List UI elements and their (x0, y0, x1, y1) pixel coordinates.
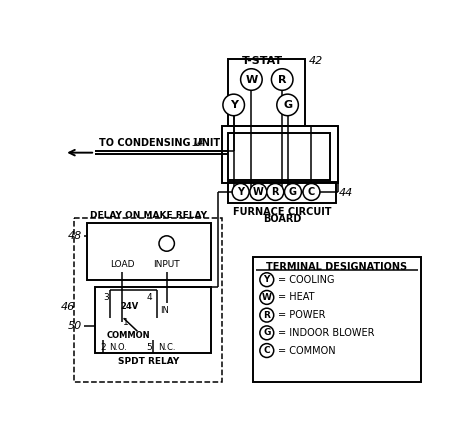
Text: 4: 4 (146, 293, 152, 302)
Text: TERMINAL DESIGNATIONS: TERMINAL DESIGNATIONS (266, 262, 408, 272)
Text: W: W (262, 293, 272, 302)
Text: FURNACE CIRCUIT: FURNACE CIRCUIT (233, 207, 331, 216)
Text: Y: Y (237, 187, 244, 197)
Text: 46: 46 (61, 302, 75, 312)
Text: R: R (272, 187, 279, 197)
Text: = COOLING: = COOLING (278, 275, 335, 285)
Circle shape (260, 344, 273, 357)
Text: INPUT: INPUT (154, 260, 180, 269)
Text: 3: 3 (104, 293, 109, 302)
Text: G: G (283, 100, 292, 110)
Bar (228, 59, 305, 126)
Circle shape (260, 308, 273, 322)
Circle shape (241, 69, 262, 90)
Text: BOARD: BOARD (263, 214, 301, 224)
Bar (253, 257, 421, 382)
Text: N.O.: N.O. (109, 343, 127, 352)
Text: TO CONDENSING UNIT: TO CONDENSING UNIT (99, 138, 220, 148)
Text: COMMON: COMMON (106, 332, 150, 340)
Text: W: W (253, 187, 264, 197)
Circle shape (159, 236, 174, 251)
Text: G: G (289, 187, 297, 197)
Text: C: C (264, 346, 270, 355)
Text: = POWER: = POWER (278, 310, 326, 320)
Circle shape (260, 290, 273, 304)
Text: 48: 48 (68, 231, 82, 241)
Text: 2: 2 (100, 343, 106, 352)
Text: 5: 5 (146, 343, 152, 352)
Bar (222, 126, 337, 184)
Text: = HEAT: = HEAT (278, 293, 315, 302)
Bar (74, 218, 222, 382)
Circle shape (303, 184, 320, 201)
Text: N.C.: N.C. (158, 343, 175, 352)
Text: 50: 50 (68, 321, 82, 331)
Text: 1: 1 (123, 318, 129, 327)
Circle shape (232, 184, 249, 201)
Text: = INDOOR BLOWER: = INDOOR BLOWER (278, 328, 375, 338)
Text: = COMMON: = COMMON (278, 346, 336, 356)
Bar (95, 287, 210, 353)
Circle shape (260, 326, 273, 340)
Circle shape (277, 94, 298, 116)
Text: 42: 42 (309, 57, 323, 67)
Text: C: C (308, 187, 315, 197)
Bar (228, 134, 330, 180)
Text: DELAY ON MAKE RELAY: DELAY ON MAKE RELAY (91, 212, 208, 220)
Text: R: R (278, 74, 286, 85)
Circle shape (260, 273, 273, 286)
Text: T-STAT: T-STAT (241, 57, 283, 67)
Text: 24V: 24V (120, 302, 139, 311)
Text: 44: 44 (339, 188, 354, 198)
Text: Y: Y (264, 275, 270, 284)
Circle shape (223, 94, 245, 116)
Circle shape (267, 184, 284, 201)
Text: R: R (264, 311, 270, 320)
Bar (228, 182, 336, 203)
Text: G: G (263, 328, 271, 337)
Text: LOAD: LOAD (110, 260, 134, 269)
Text: W: W (245, 74, 257, 85)
Bar (87, 223, 210, 280)
Text: Y: Y (230, 100, 237, 110)
Text: SPDT RELAY: SPDT RELAY (118, 357, 180, 366)
Circle shape (272, 69, 293, 90)
Circle shape (250, 184, 267, 201)
Text: IN: IN (160, 306, 169, 315)
Text: 14: 14 (191, 138, 204, 148)
Circle shape (284, 184, 301, 201)
